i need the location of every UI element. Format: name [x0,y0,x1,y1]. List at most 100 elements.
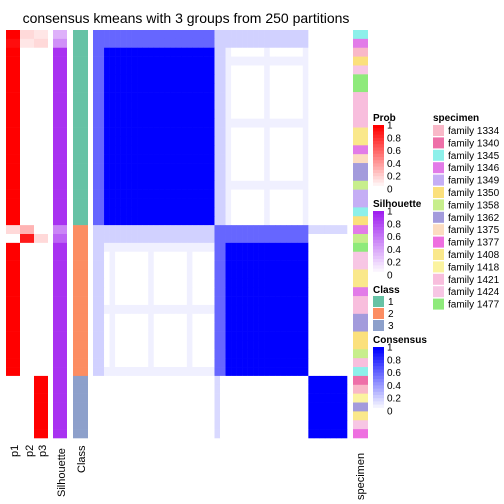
consensus-cell [308,38,315,49]
consensus-cell [192,411,199,421]
consensus-cell [153,251,160,261]
prob-cell [6,118,20,128]
consensus-cell [153,171,160,182]
prob-cell [34,118,48,128]
consensus-cell [247,47,254,57]
consensus-cell [308,171,315,182]
consensus-cell [275,189,282,199]
consensus-cell [253,375,259,386]
consensus-cell [302,163,309,173]
consensus-cell [137,429,143,439]
consensus-cell [120,118,127,128]
consensus-cell [335,375,342,386]
consensus-cell [253,287,259,297]
consensus-cell [291,358,298,368]
consensus-cell [170,322,177,332]
consensus-cell [291,278,298,288]
consensus-cell [286,118,293,128]
consensus-cell [341,242,348,253]
consensus-cell [280,411,287,421]
consensus-cell [264,251,270,261]
consensus-cell [220,367,226,377]
consensus-cell [181,234,188,244]
prob-cell [34,92,48,102]
consensus-cell [192,304,199,315]
consensus-cell [98,56,105,66]
consensus-cell [253,420,259,430]
consensus-cell [181,65,188,75]
consensus-cell [159,92,166,102]
consensus-cell [170,278,177,288]
consensus-cell [286,251,293,261]
consensus-cell [186,340,193,350]
consensus-cell [330,375,337,386]
consensus-cell [181,420,188,430]
specimen-legend-swatch [433,236,444,248]
consensus-cell [280,269,287,279]
consensus-cell [131,118,138,128]
consensus-cell [280,38,287,49]
legend-ramp-step [373,363,384,367]
consensus-cell [175,83,182,93]
consensus-cell [313,207,320,217]
consensus-cell [291,287,298,297]
consensus-cell [197,234,204,244]
consensus-cell [330,38,337,49]
consensus-cell [126,225,132,235]
legend-tick-label: 0.6 [387,146,401,157]
consensus-cell [297,171,304,182]
prob-cell [20,171,34,182]
consensus-cell [335,251,342,261]
consensus-cell [335,83,342,93]
consensus-cell [247,118,254,128]
consensus-cell [302,260,309,270]
consensus-cell [126,38,132,49]
prob-cell [34,331,48,341]
consensus-cell [341,384,348,394]
consensus-cell [214,127,221,137]
specimen-cell [353,313,368,323]
specimen-cell [353,154,368,164]
consensus-cell [253,65,259,75]
consensus-cell [126,154,132,164]
consensus-cell [258,225,265,235]
consensus-cell [115,65,121,75]
consensus-cell [126,65,132,75]
consensus-cell [308,340,315,350]
consensus-cell [275,322,282,332]
consensus-cell [98,163,105,173]
consensus-cell [104,296,110,306]
consensus-cell [341,420,348,430]
prob-cell [6,251,20,261]
consensus-cell [181,198,188,208]
consensus-cell [98,340,105,350]
consensus-cell [98,100,105,111]
consensus-cell [186,109,193,119]
consensus-cell [220,118,226,128]
consensus-cell [203,171,210,182]
consensus-cell [126,127,132,137]
consensus-cell [175,375,182,386]
consensus-cell [170,154,177,164]
consensus-cell [280,358,287,368]
consensus-cell [186,171,193,182]
consensus-cell [181,180,188,190]
consensus-cell [324,367,331,377]
consensus-cell [109,145,116,155]
prob-cell [20,127,34,137]
legend-ramp-step [373,372,384,377]
consensus-cell [286,340,293,350]
consensus-cell [280,154,287,164]
consensus-cell [142,313,149,323]
prob-cell [6,260,20,270]
specimen-cell [353,109,368,119]
consensus-cell [242,109,248,119]
legend-ramp-step [373,379,384,383]
consensus-cell [335,349,342,359]
consensus-cell [148,109,155,119]
consensus-cell [264,349,270,359]
consensus-cell [170,127,177,137]
consensus-cell [109,278,116,288]
